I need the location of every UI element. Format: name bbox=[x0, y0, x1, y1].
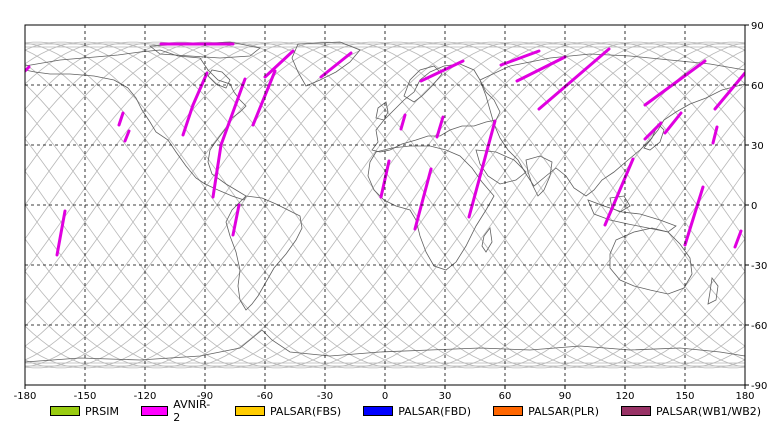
y-tick-label: 30 bbox=[751, 141, 764, 152]
coast-antarctica bbox=[25, 329, 745, 363]
legend-item: PALSAR(FBS) bbox=[235, 405, 341, 418]
x-tick-label: 120 bbox=[615, 391, 634, 402]
avnir2-swath bbox=[643, 121, 663, 141]
legend-label: PRSIM bbox=[85, 404, 119, 418]
legend-swatch bbox=[235, 406, 265, 416]
x-tick-label: -180 bbox=[14, 391, 37, 402]
avnir2-swath bbox=[263, 49, 295, 79]
x-tick-label: 30 bbox=[439, 391, 452, 402]
avnir2-swath bbox=[733, 229, 743, 249]
x-tick-label: 60 bbox=[499, 391, 512, 402]
orbit-track bbox=[25, 41, 745, 369]
axis-ticks: -180 -150 -120 -90 -60 -30 0 30 60 90 120 150 180 90 6… bbox=[14, 21, 768, 402]
avnir2-swath bbox=[191, 71, 209, 107]
legend-label: PALSAR(FBD) bbox=[398, 404, 472, 418]
legend-item: PALSAR(PLR) bbox=[493, 405, 599, 418]
avnir2-swath bbox=[603, 157, 635, 227]
avnir2-swath bbox=[467, 119, 497, 219]
avnir2-swath bbox=[319, 51, 353, 79]
avnir2-swath bbox=[25, 65, 31, 73]
legend-label: PALSAR(FBS) bbox=[270, 404, 342, 418]
avnir2-swath bbox=[219, 77, 247, 147]
avnir2-swaths bbox=[25, 42, 745, 257]
legend-item: AVNIR-2 bbox=[141, 398, 213, 424]
x-tick-label: -30 bbox=[317, 391, 333, 402]
avnir2-swath bbox=[537, 47, 611, 111]
coast-japan bbox=[643, 123, 665, 151]
coast-australia bbox=[609, 227, 693, 295]
legend-label: PALSAR(PLR) bbox=[528, 404, 599, 418]
coast-new-zealand bbox=[707, 276, 719, 305]
legend-swatch bbox=[50, 406, 80, 416]
coast-scandinavia bbox=[403, 65, 443, 103]
legend-swatch bbox=[141, 406, 169, 416]
orbit-track bbox=[25, 41, 745, 369]
avnir2-swath bbox=[663, 111, 683, 135]
avnir2-swath bbox=[399, 113, 407, 131]
y-tick-label: -60 bbox=[751, 321, 767, 332]
y-tick-label: 0 bbox=[751, 201, 757, 212]
orbit-track bbox=[25, 41, 745, 369]
coast-asia bbox=[479, 53, 745, 197]
avnir2-swath bbox=[413, 167, 433, 231]
avnir2-swath bbox=[683, 185, 705, 247]
coast-europe bbox=[371, 63, 501, 153]
x-tick-label: 180 bbox=[735, 391, 754, 402]
x-tick-label: -120 bbox=[134, 391, 157, 402]
legend-item: PALSAR(WB1/WB2) bbox=[621, 405, 761, 418]
x-tick-label: -90 bbox=[197, 391, 213, 402]
avnir2-swath bbox=[711, 125, 719, 145]
legend-item: PRSIM bbox=[50, 405, 119, 418]
avnir2-swath bbox=[419, 59, 465, 83]
avnir2-swath bbox=[55, 209, 67, 257]
legend-label: PALSAR(WB1/WB2) bbox=[656, 404, 762, 418]
avnir2-swath bbox=[713, 71, 745, 111]
y-tick-label: 60 bbox=[751, 81, 764, 92]
avnir2-swath bbox=[643, 59, 707, 107]
avnir2-swath bbox=[435, 115, 445, 139]
legend-item: PALSAR(FBD) bbox=[363, 405, 471, 418]
orbit-track bbox=[25, 41, 745, 369]
legend-swatch bbox=[493, 406, 524, 416]
x-tick-label: 90 bbox=[559, 391, 572, 402]
orbit-track bbox=[25, 41, 745, 369]
y-tick-label: -30 bbox=[751, 261, 767, 272]
grid-lines bbox=[25, 25, 745, 385]
orbit-track bbox=[25, 41, 745, 369]
avnir2-swath bbox=[251, 69, 277, 127]
coast-africa bbox=[367, 145, 495, 271]
coast-south-america bbox=[225, 195, 303, 311]
avnir2-swath bbox=[123, 129, 131, 143]
x-tick-label: 0 bbox=[382, 391, 388, 402]
legend-swatch bbox=[621, 406, 651, 416]
avnir2-swath bbox=[181, 103, 195, 137]
coast-india bbox=[525, 155, 553, 197]
y-tick-label: -90 bbox=[751, 381, 767, 392]
avnir2-swath bbox=[515, 55, 567, 83]
avnir2-swath bbox=[379, 159, 391, 199]
avnir2-swath bbox=[499, 49, 541, 67]
y-tick-label: 90 bbox=[751, 21, 764, 32]
x-tick-label: 150 bbox=[675, 391, 694, 402]
coast-hudson-bay bbox=[207, 69, 231, 89]
avnir2-swath bbox=[211, 143, 223, 199]
x-tick-label: -150 bbox=[74, 391, 97, 402]
x-tick-label: -60 bbox=[257, 391, 273, 402]
coast-madagascar bbox=[481, 226, 493, 253]
legend-label: AVNIR-2 bbox=[173, 398, 211, 424]
coast-greenland bbox=[291, 41, 361, 87]
avnir2-swath bbox=[117, 111, 125, 127]
legend-swatch bbox=[363, 406, 394, 416]
avnir2-swath bbox=[231, 203, 241, 237]
coast-north-america bbox=[25, 49, 247, 201]
orbit-track bbox=[25, 41, 745, 369]
legend: PRSIM AVNIR-2 PALSAR(FBS) PALSAR(FBD) PALSAR… bbox=[50, 398, 770, 424]
